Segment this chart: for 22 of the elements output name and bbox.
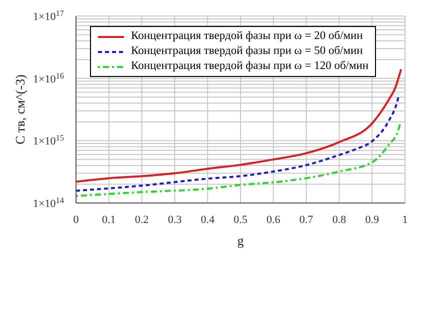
y-axis-title: C тв, см^(-3) [12,74,28,144]
y-tick-label: 1×10$^{16}$ [33,70,64,86]
line-series [76,122,402,197]
x-tick-label: 0.1 [102,214,116,226]
x-axis-title: g [237,233,244,248]
y-tick-label: 1×10$^{15}$ [33,133,64,148]
x-tick-label: 0.6 [266,214,281,226]
x-tick-label: 0.2 [134,214,149,226]
legend-label: Концентрация твердой фазы при ω = 50 об/мин [131,44,363,59]
x-tick-label: 0.4 [200,214,215,226]
legend-label: Концентрация твердой фазы при ω = 120 об/мин [131,59,369,74]
line-series [76,94,400,192]
x-tick-label: 0.7 [299,214,314,226]
x-tick-label: 0 [73,214,80,226]
x-tick-label: 0.8 [332,214,347,226]
x-tick-label: 1 [402,214,408,226]
y-tick-label: 1×10$^{14}$ [33,196,64,210]
legend-label: Концентрация твердой фазы при ω = 20 об/мин [131,29,363,44]
x-tick-label: 0.9 [365,214,380,226]
y-tick-label: 1×10$^{17}$ [33,8,64,23]
x-tick-label: 0.5 [234,214,248,226]
x-tick-label: 0.3 [168,214,182,226]
